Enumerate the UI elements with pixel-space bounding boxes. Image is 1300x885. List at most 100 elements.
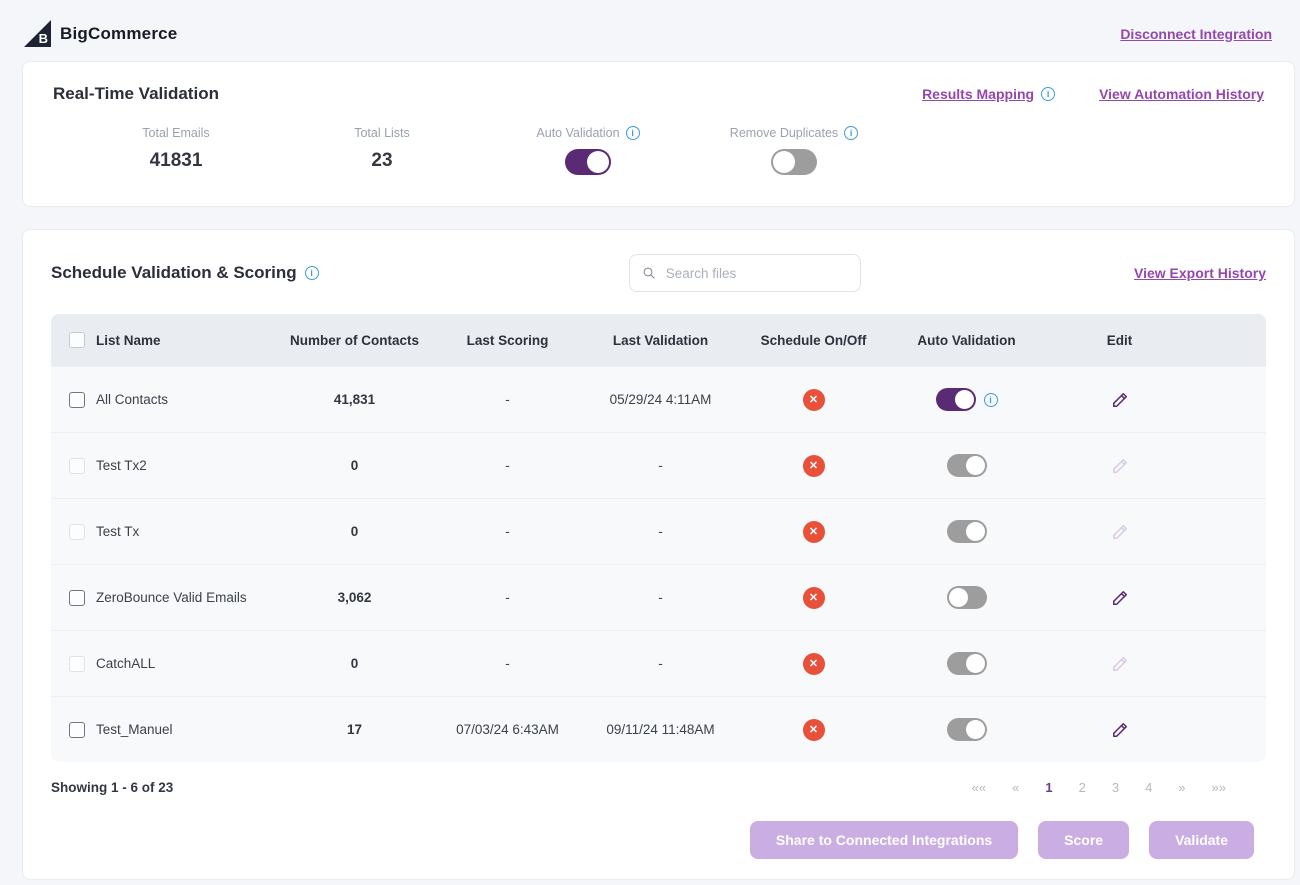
pencil-icon (1112, 524, 1127, 539)
toggle-knob (965, 654, 985, 673)
auto-validation-toggle[interactable] (946, 586, 987, 609)
row-checkbox[interactable] (69, 721, 85, 738)
list-name: Test Tx2 (96, 458, 147, 473)
contacts-count: 3,062 (337, 590, 372, 605)
schedule-off-icon[interactable]: ✕ (802, 454, 825, 477)
auto-validation-toggle[interactable] (935, 388, 976, 411)
schedule-off-icon[interactable]: ✕ (802, 652, 825, 675)
col-auto-validation: Auto Validation (917, 332, 1016, 348)
auto-validation-control: Auto Validation i (485, 124, 691, 180)
pagination-page-3[interactable]: 3 (1111, 780, 1120, 795)
table-row: Test_Manuel 17 07/03/24 6:43AM 09/11/24 … (51, 696, 1266, 762)
row-checkbox[interactable] (69, 655, 85, 672)
pagination-page-1[interactable]: 1 (1045, 780, 1053, 795)
auto-validation-label: Auto Validation (536, 126, 620, 140)
pagination-last[interactable]: »» (1211, 780, 1226, 795)
schedule-off-icon[interactable]: ✕ (802, 586, 825, 609)
results-mapping-info-icon[interactable]: i (1041, 87, 1056, 101)
bigcommerce-logo-icon: B (24, 20, 51, 47)
share-to-integrations-button[interactable]: Share to Connected Integrations (749, 821, 1019, 859)
schedule-off-icon[interactable]: ✕ (802, 520, 825, 543)
showing-count: Showing 1 - 6 of 23 (51, 780, 174, 795)
contacts-count: 0 (350, 656, 359, 671)
view-automation-history-link[interactable]: View Automation History (1099, 86, 1264, 102)
auto-validation-toggle[interactable] (946, 520, 987, 543)
table-row: Test Tx2 0 - - ✕ (51, 432, 1266, 498)
last-scoring: - (505, 590, 510, 605)
stat-total-emails: Total Emails 41831 (73, 124, 279, 180)
realtime-validation-card: Real-Time Validation Results Mapping i V… (22, 61, 1295, 207)
row-checkbox[interactable] (69, 457, 85, 474)
edit-button[interactable] (1110, 654, 1130, 674)
pagination: «« « 1 2 3 4 » »» (972, 780, 1266, 795)
schedule-info-icon[interactable]: i (304, 266, 319, 280)
pagination-next[interactable]: » (1178, 780, 1186, 795)
auto-validation-toggle[interactable] (946, 652, 987, 675)
search-input[interactable] (665, 265, 848, 281)
table-row: ZeroBounce Valid Emails 3,062 - - ✕ (51, 564, 1266, 630)
realtime-title: Real-Time Validation (53, 84, 219, 103)
validate-button[interactable]: Validate (1149, 821, 1254, 859)
table-body: All Contacts 41,831 - 05/29/24 4:11AM ✕ … (51, 366, 1266, 762)
remove-duplicates-toggle[interactable] (771, 149, 817, 175)
last-scoring: 07/03/24 6:43AM (456, 722, 559, 737)
toggle-knob (965, 720, 985, 739)
row-checkbox[interactable] (69, 589, 85, 606)
last-validation: 09/11/24 11:48AM (606, 722, 715, 737)
search-box[interactable] (628, 254, 861, 292)
edit-button[interactable] (1110, 588, 1130, 608)
schedule-off-icon[interactable]: ✕ (802, 388, 825, 411)
col-last-validation: Last Validation (612, 332, 709, 348)
contacts-count: 41,831 (333, 392, 376, 407)
contacts-count: 0 (350, 458, 359, 473)
toggle-knob (965, 522, 985, 541)
toggle-knob (948, 588, 968, 607)
pencil-icon (1112, 392, 1127, 407)
stat-label: Total Lists (354, 126, 410, 140)
table-row: CatchALL 0 - - ✕ (51, 630, 1266, 696)
col-list-name: List Name (96, 332, 161, 348)
pagination-page-4[interactable]: 4 (1145, 780, 1153, 795)
edit-button[interactable] (1110, 390, 1130, 410)
remove-duplicates-info-icon[interactable]: i (844, 126, 859, 140)
last-scoring: - (505, 656, 510, 671)
row-checkbox[interactable] (69, 523, 85, 540)
last-scoring: - (505, 392, 510, 407)
schedule-off-icon[interactable]: ✕ (802, 718, 825, 741)
edit-button[interactable] (1110, 720, 1130, 740)
list-name: All Contacts (96, 392, 169, 407)
disconnect-integration-link[interactable]: Disconnect Integration (1120, 25, 1272, 42)
select-all-checkbox[interactable] (69, 332, 85, 348)
last-scoring: - (505, 458, 510, 473)
auto-validation-toggle[interactable] (565, 149, 611, 175)
table-row: All Contacts 41,831 - 05/29/24 4:11AM ✕ … (51, 366, 1266, 432)
auto-validation-toggle[interactable] (946, 454, 987, 477)
schedule-validation-card: Schedule Validation & Scoring i View Exp… (22, 229, 1295, 880)
auto-validation-info-icon[interactable]: i (983, 392, 998, 407)
contacts-count: 0 (350, 524, 359, 539)
pagination-prev[interactable]: « (1012, 780, 1020, 795)
list-name: CatchALL (96, 656, 156, 671)
contacts-count: 17 (346, 722, 363, 737)
pagination-page-2[interactable]: 2 (1078, 780, 1086, 795)
auto-validation-toggle[interactable] (946, 718, 987, 741)
row-checkbox[interactable] (69, 391, 85, 408)
pencil-icon (1112, 656, 1127, 671)
edit-button[interactable] (1110, 456, 1130, 476)
remove-duplicates-label: Remove Duplicates (729, 126, 839, 140)
top-bar: B BigCommerce Disconnect Integration (0, 0, 1300, 61)
score-button[interactable]: Score (1038, 821, 1130, 859)
results-mapping-link[interactable]: Results Mapping (922, 86, 1035, 102)
stat-value: 23 (371, 150, 393, 171)
pagination-first[interactable]: «« (971, 780, 987, 795)
col-edit: Edit (1106, 332, 1133, 348)
brand: B BigCommerce (24, 20, 177, 47)
auto-validation-info-icon[interactable]: i (625, 126, 640, 140)
last-validation: - (658, 458, 663, 473)
edit-button[interactable] (1110, 522, 1130, 542)
pencil-icon (1112, 458, 1127, 473)
remove-duplicates-control: Remove Duplicates i (691, 124, 897, 180)
last-validation: - (658, 590, 663, 605)
view-export-history-link[interactable]: View Export History (1133, 265, 1266, 281)
logo-glyph: B (38, 31, 48, 46)
